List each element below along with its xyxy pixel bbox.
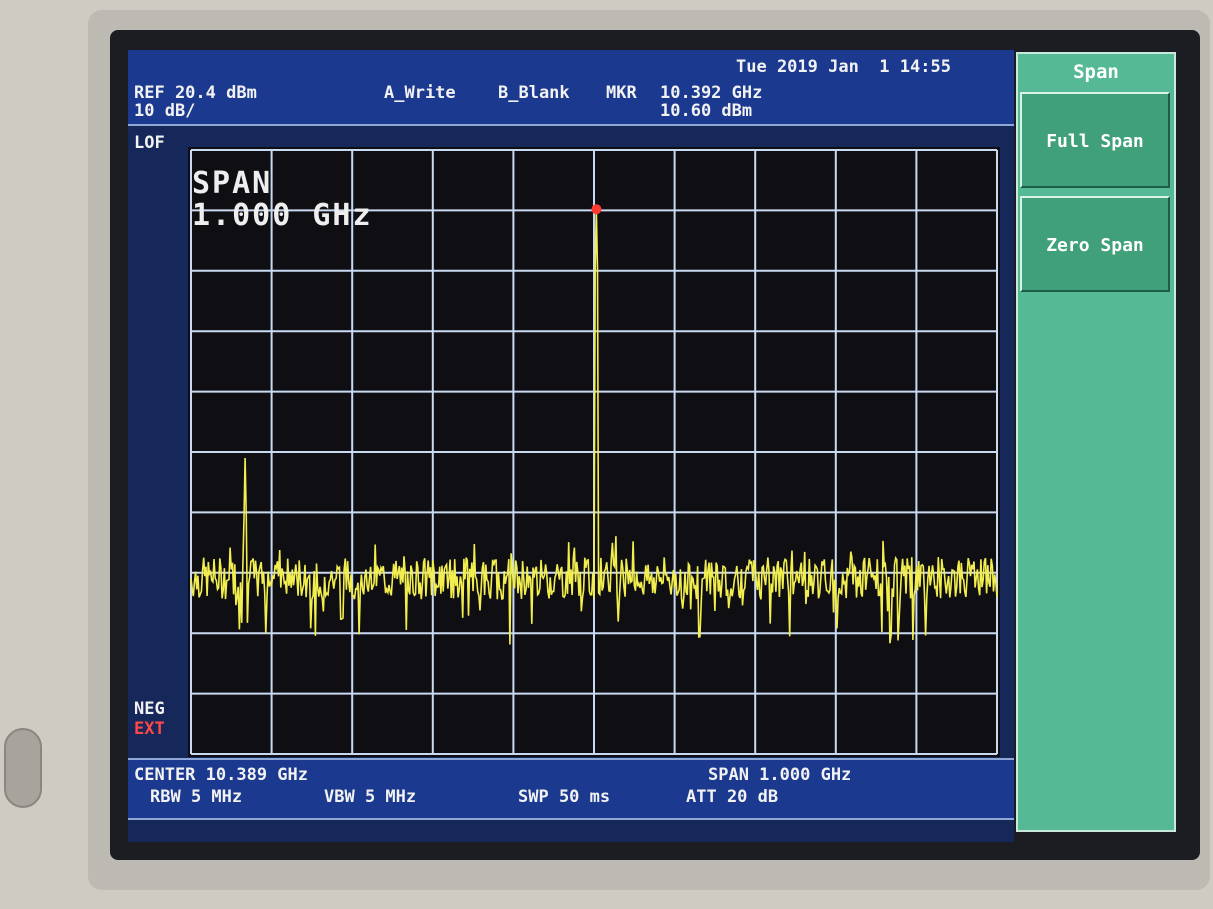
vbw-readout: VBW 5 MHz: [324, 787, 417, 807]
footer-divider: [128, 758, 1014, 760]
scale-per-division: 10 dB/: [134, 101, 196, 121]
header-divider: [128, 124, 1014, 126]
softkey-panel: Span Full Span Zero Span: [1016, 52, 1176, 832]
zero-span-softkey[interactable]: Zero Span: [1020, 196, 1170, 292]
marker-frequency: 10.392 GHz: [660, 83, 763, 103]
trace-b-mode: B_Blank: [498, 83, 570, 103]
detector-indicator: NEG: [134, 699, 165, 719]
spectrum-trace: [190, 209, 998, 645]
attenuation-readout: ATT 20 dB: [686, 787, 779, 807]
rbw-readout: RBW 5 MHz: [150, 787, 243, 807]
marker-point: [591, 204, 602, 215]
lof-indicator: LOF: [134, 133, 165, 153]
span-overlay-value: 1.000 GHz: [192, 198, 373, 233]
rotary-knob[interactable]: [4, 728, 42, 808]
center-frequency: CENTER 10.389 GHz: [134, 765, 308, 785]
analyzer-screen: Tue 2019 Jan 1 14:55 REF 20.4 dBm 10 dB/…: [128, 50, 1014, 842]
softkey-menu-title: Span: [1073, 61, 1119, 83]
datetime: Tue 2019 Jan 1 14:55: [736, 57, 951, 77]
spectrum-plot: SPAN 1.000 GHz: [188, 147, 1000, 757]
marker-level: 10.60 dBm: [660, 101, 753, 121]
trigger-indicator: EXT: [134, 719, 165, 739]
reference-level: REF 20.4 dBm: [134, 83, 257, 103]
full-span-softkey[interactable]: Full Span: [1020, 92, 1170, 188]
span-readout: SPAN 1.000 GHz: [708, 765, 852, 785]
marker-label: MKR: [606, 83, 637, 103]
header-bar: [128, 50, 1014, 124]
spectrum-chart: [190, 149, 998, 755]
span-overlay-title: SPAN: [192, 166, 273, 201]
footer-bar: [128, 758, 1014, 818]
trace-a-mode: A_Write: [384, 83, 456, 103]
footer-bottom-line: [128, 818, 1014, 820]
sweep-time-readout: SWP 50 ms: [518, 787, 611, 807]
